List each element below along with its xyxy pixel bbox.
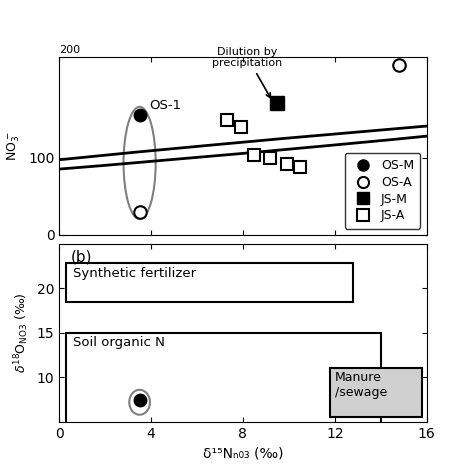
Bar	[66, 264, 353, 301]
Text: OS-1: OS-1	[149, 99, 181, 112]
Text: (b): (b)	[70, 249, 92, 264]
Y-axis label: NO$_3^-$: NO$_3^-$	[6, 131, 22, 161]
Text: Dilution by
precipitation: Dilution by precipitation	[212, 47, 283, 98]
Text: Manure
/sewage: Manure /sewage	[335, 371, 387, 399]
Text: 200: 200	[59, 45, 81, 55]
Y-axis label: $\delta^{18}$O$_{\mathrm{NO3}}$ (‰): $\delta^{18}$O$_{\mathrm{NO3}}$ (‰)	[12, 292, 31, 373]
X-axis label: δ¹⁵Nₙ₀₃ (‰): δ¹⁵Nₙ₀₃ (‰)	[203, 447, 283, 460]
Bar	[330, 368, 422, 418]
Text: Soil organic N: Soil organic N	[73, 337, 165, 349]
Bar	[66, 333, 381, 440]
Text: Synthetic fertilizer: Synthetic fertilizer	[73, 267, 196, 280]
Legend: OS-M, OS-A, JS-M, JS-A: OS-M, OS-A, JS-M, JS-A	[345, 153, 420, 228]
